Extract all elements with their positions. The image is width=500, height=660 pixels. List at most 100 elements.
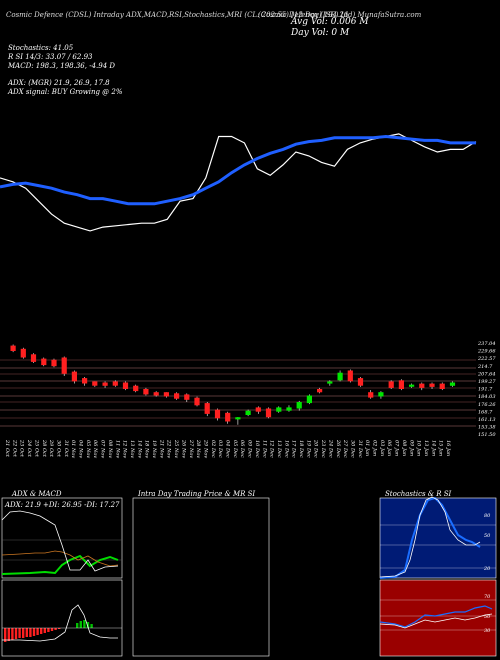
date-tick-label: 28 Nov xyxy=(195,439,201,458)
candle-body xyxy=(41,358,47,366)
macd-histogram-bar xyxy=(7,628,10,641)
rsi-value: R SI 14/3: 33.07 / 62.93 xyxy=(8,53,93,61)
date-tick-label: 21 Nov xyxy=(158,439,164,458)
date-tick-label: 22 Nov xyxy=(166,439,172,458)
macd-histogram-bar xyxy=(43,628,46,633)
candle-body xyxy=(296,402,302,409)
candle-body xyxy=(61,357,67,374)
price-tick-label: 168.7 xyxy=(478,409,493,415)
date-tick-label: 19 Dec xyxy=(305,440,311,458)
date-tick-label: 22 Oct xyxy=(11,439,17,458)
macd-histogram-bar xyxy=(50,628,54,631)
macd-histogram xyxy=(2,620,122,642)
date-tick-label: 23 Oct xyxy=(19,439,25,458)
rsi-tick-30: 30 xyxy=(484,628,491,634)
date-tick-label: 30 Dec xyxy=(349,440,355,458)
date-tick-label: 07 Nov xyxy=(100,440,106,458)
candle-body xyxy=(194,397,200,406)
date-tick-label: 19 Nov xyxy=(151,440,157,458)
stoch-panel-title: Stochastics & R SI xyxy=(385,490,452,498)
date-tick-label: 13 Nov xyxy=(129,440,135,458)
date-tick-label: 01 Nov xyxy=(70,440,76,458)
rsi-tick-70: 70 xyxy=(484,594,491,600)
adx-signal: ADX signal: BUY Growing @ 2% xyxy=(8,88,123,96)
date-tick-label: 05 Nov xyxy=(85,440,91,458)
date-tick-label: 30 Oct xyxy=(55,440,61,458)
date-tick-label: 28 Oct xyxy=(41,439,47,458)
adx-value: ADX: (MGR) 21.9, 26.9, 17.8 xyxy=(8,79,110,87)
macd-line xyxy=(2,604,118,642)
candle-body xyxy=(153,392,159,396)
rsi-line xyxy=(379,605,493,628)
candle-body xyxy=(51,359,57,367)
price-average-chart xyxy=(0,133,477,232)
date-tick-label: 02 Dec xyxy=(210,440,216,458)
date-tick-label: 31 Dec xyxy=(357,440,363,458)
rsi-smooth-line xyxy=(379,613,493,629)
stoch-tick-50: 50 xyxy=(484,533,491,539)
macd-value: MACD: 198.3, 198.36, -4.94 D xyxy=(8,62,115,70)
stochastic-k-line xyxy=(379,496,481,579)
stochastics-value: Stochastics: 41.05 xyxy=(8,44,74,52)
candle-body xyxy=(112,381,118,386)
candle-body xyxy=(214,409,221,419)
candle-body xyxy=(306,395,312,404)
candle-body xyxy=(398,380,404,389)
price-tick-label: 161.13 xyxy=(478,417,496,423)
date-tick-label: 12 Nov xyxy=(122,440,128,458)
macd-histogram-bar xyxy=(32,628,36,636)
stochastics-panel xyxy=(379,497,497,579)
candle-body xyxy=(409,384,415,387)
candle-body xyxy=(245,410,251,415)
date-tick-label: 04 Dec xyxy=(225,440,231,458)
rsi-panel xyxy=(379,579,497,657)
adx-panel-values: ADX: 21.9 +DI: 26.95 -DI: 17.27 xyxy=(4,501,120,509)
date-tick-label: 23 Dec xyxy=(320,439,326,458)
candle-body xyxy=(20,348,26,358)
date-tick-label: 08 Nov xyxy=(107,440,113,458)
macd-histogram-bar xyxy=(40,628,43,634)
adx-adx-line xyxy=(1,510,119,572)
candle-body xyxy=(122,382,129,389)
candle-body xyxy=(184,394,190,400)
macd-histogram-bar xyxy=(47,628,50,632)
date-tick-label: 17 Dec xyxy=(291,440,297,458)
candle-body xyxy=(204,403,210,414)
intraday-price-panel xyxy=(132,497,270,657)
date-tick-label: 29 Nov xyxy=(202,439,208,458)
date-tick-label: 13 Dec xyxy=(276,440,282,458)
date-tick-label: 16 Jan xyxy=(445,440,451,456)
date-tick-label: 14 Nov xyxy=(136,440,142,458)
candle-body xyxy=(449,382,456,386)
candle-body xyxy=(265,408,272,418)
macd-histogram-bar xyxy=(11,628,14,640)
date-tick-label: 27 Nov xyxy=(188,439,194,458)
candle-body xyxy=(429,383,435,387)
candle-body xyxy=(10,345,16,351)
macd-histogram-bar xyxy=(14,628,18,639)
date-tick-label: 02 Jan xyxy=(372,440,378,456)
candle-body xyxy=(143,389,149,395)
candle-body xyxy=(235,417,241,420)
candle-body xyxy=(317,389,323,393)
macd-histogram-bar xyxy=(25,628,28,637)
macd-histogram-bar xyxy=(76,623,79,628)
price-tick-label: 222.57 xyxy=(477,356,496,362)
candle-body xyxy=(102,382,108,386)
date-tick-label: 26 Dec xyxy=(335,439,341,458)
date-tick-label: 20 Dec xyxy=(313,439,319,458)
date-tick-label: 03 Dec xyxy=(217,440,223,458)
macd-histogram-bar xyxy=(83,620,86,628)
price-tick-label: 191.7 xyxy=(478,387,493,393)
date-tick-label: 04 Nov xyxy=(78,440,84,458)
day-vol: Day Vol: 0 M xyxy=(291,28,350,38)
stoch-tick-20: 20 xyxy=(483,566,491,572)
series-average-line xyxy=(0,134,476,206)
date-tick-label: 14 Jan xyxy=(430,440,436,456)
header-title-left: Cosmic Defence (CDSL) Intraday ADX,MACD,… xyxy=(6,11,349,19)
candle-body xyxy=(368,392,374,398)
date-tick-label: 05 Dec xyxy=(232,440,238,458)
candle-body xyxy=(82,378,88,384)
date-tick-label: 03 Jan xyxy=(379,440,385,456)
macd-histogram-bar xyxy=(36,628,39,635)
